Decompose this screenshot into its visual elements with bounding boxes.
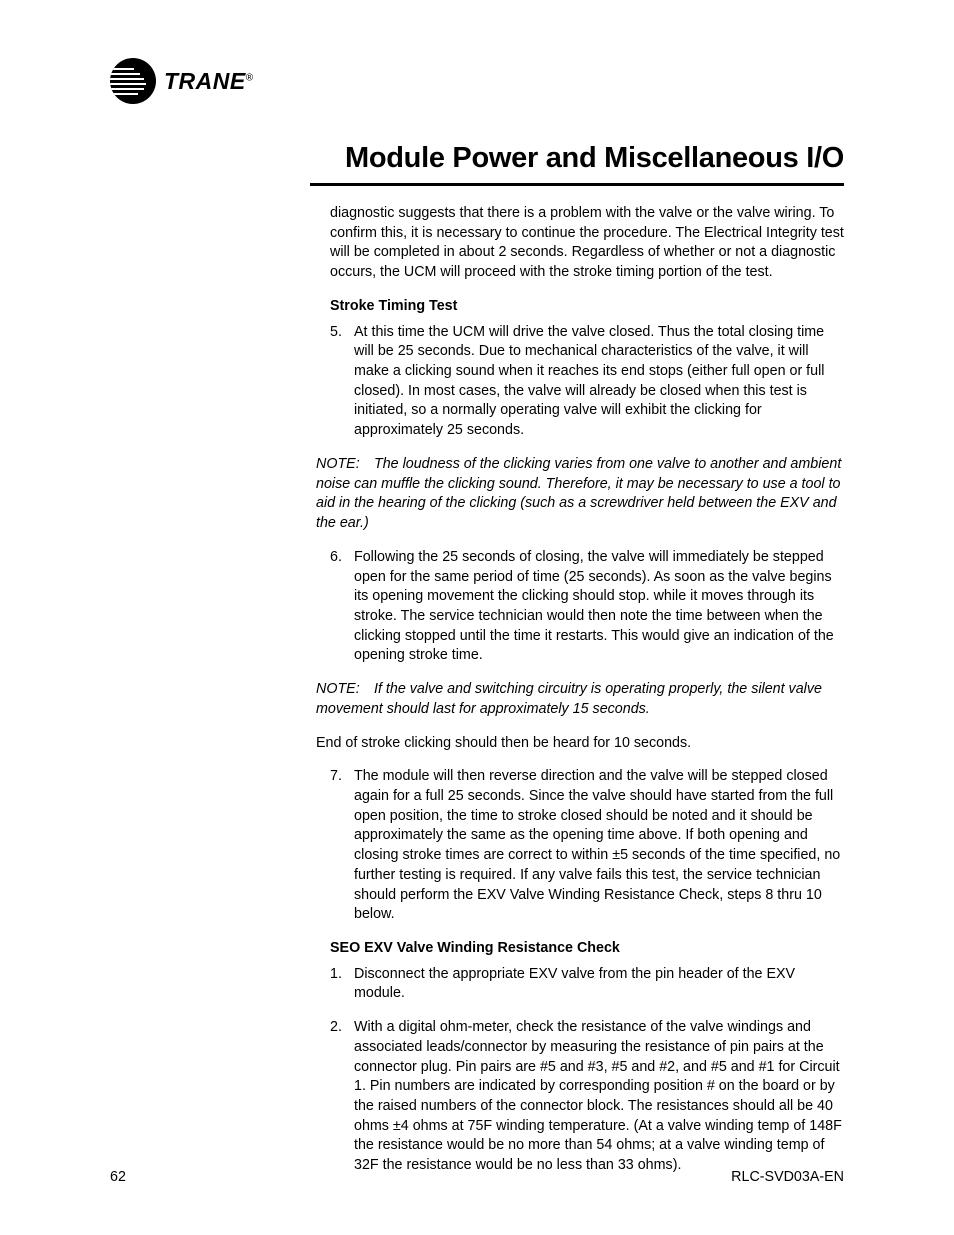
page-number: 62 (110, 1169, 126, 1185)
list-item: 1. Disconnect the appropriate EXV valve … (330, 965, 844, 1004)
title-divider (310, 183, 844, 186)
section-heading-stroke-timing: Stroke Timing Test (330, 297, 844, 317)
logo-globe-icon (110, 58, 156, 104)
list-item: 7. The module will then reverse directio… (330, 767, 844, 925)
list-text: With a digital ohm-meter, check the resi… (354, 1018, 844, 1176)
list-number: 1. (330, 965, 354, 1004)
list-number: 7. (330, 767, 354, 925)
list-text: At this time the UCM will drive the valv… (354, 323, 844, 441)
logo-wordmark: TRANE® (164, 68, 254, 95)
intro-paragraph: diagnostic suggests that there is a prob… (330, 204, 844, 283)
note-text: If the valve and switching circuitry is … (316, 681, 822, 717)
note-paragraph: NOTE:The loudness of the clicking varies… (316, 455, 844, 534)
note-text: The loudness of the clicking varies from… (316, 456, 841, 531)
list-number: 6. (330, 548, 354, 666)
page-title: Module Power and Miscellaneous I/O (110, 142, 844, 175)
note-label: NOTE: (316, 680, 374, 700)
body-paragraph: End of stroke clicking should then be he… (316, 734, 844, 754)
list-text: Following the 25 seconds of closing, the… (354, 548, 844, 666)
note-label: NOTE: (316, 455, 374, 475)
list-number: 2. (330, 1018, 354, 1176)
body-content: diagnostic suggests that there is a prob… (330, 204, 844, 1176)
list-number: 5. (330, 323, 354, 441)
list-item: 2. With a digital ohm-meter, check the r… (330, 1018, 844, 1176)
page-footer: 62 RLC-SVD03A-EN (110, 1169, 844, 1185)
note-paragraph: NOTE:If the valve and switching circuitr… (316, 680, 844, 719)
section-heading-resistance-check: SEO EXV Valve Winding Resistance Check (330, 939, 844, 959)
list-text: Disconnect the appropriate EXV valve fro… (354, 965, 844, 1004)
list-item: 5. At this time the UCM will drive the v… (330, 323, 844, 441)
list-text: The module will then reverse direction a… (354, 767, 844, 925)
brand-logo: TRANE® (110, 58, 254, 104)
document-id: RLC-SVD03A-EN (731, 1169, 844, 1185)
list-item: 6. Following the 25 seconds of closing, … (330, 548, 844, 666)
